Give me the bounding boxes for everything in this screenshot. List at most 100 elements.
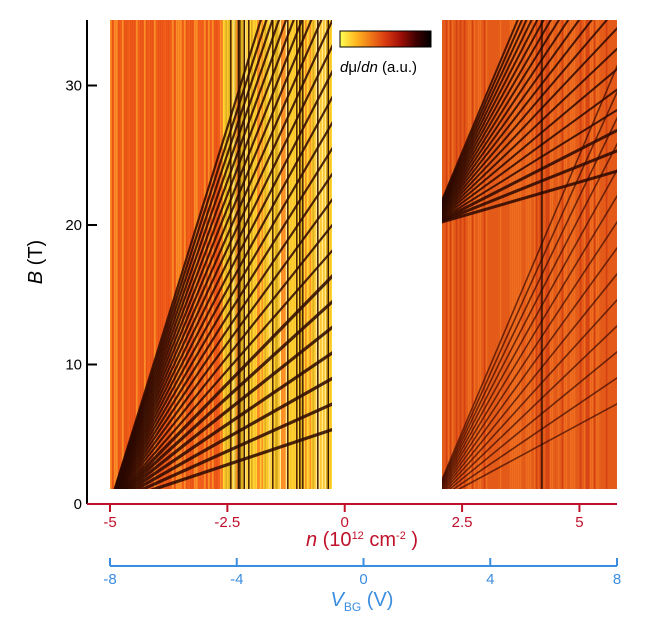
fan-line	[121, 249, 332, 489]
x-gate-tick-label: -8	[103, 571, 116, 588]
heatmap-stripe	[473, 20, 476, 489]
heatmap-stripe	[358, 20, 359, 490]
heatmap-stripe	[216, 20, 218, 489]
fan-line	[115, 20, 332, 489]
heatmap-stripe	[432, 20, 434, 490]
heatmap-stripe	[324, 20, 326, 489]
heatmap-stripe	[272, 20, 274, 489]
heatmap-stripe	[359, 20, 360, 490]
fan-line	[386, 124, 432, 225]
heatmap-stripe	[571, 20, 574, 489]
fan-line	[442, 20, 533, 206]
fan-line	[129, 351, 332, 489]
fan-line	[115, 20, 313, 489]
fan-line	[118, 172, 332, 489]
heatmap-stripe	[170, 20, 172, 489]
heatmap-stripe	[601, 20, 604, 489]
x-gate-tick-label: 0	[359, 571, 367, 588]
heatmap-stripe	[347, 20, 348, 490]
heatmap-stripe	[287, 20, 289, 489]
heatmap-hole-side	[110, 20, 374, 490]
heatmap-stripe	[144, 20, 146, 489]
fan-line	[452, 376, 617, 489]
fan-line	[442, 20, 593, 214]
fan-line	[386, 168, 432, 225]
fan-line	[386, 154, 432, 225]
fan-line	[442, 90, 617, 483]
heatmap-stripe	[373, 20, 374, 490]
heatmap-stripe	[361, 20, 362, 490]
heatmap-stripe	[261, 20, 263, 489]
y-axis-title: B (T)	[25, 240, 47, 284]
heatmap-stripe	[182, 20, 184, 489]
fan-line	[442, 20, 523, 204]
fan-line	[442, 47, 617, 217]
heatmap-stripe	[236, 20, 238, 489]
heatmap-stripe	[467, 20, 470, 489]
heatmap-stripe	[124, 20, 126, 489]
x-density-tick-label: 2.5	[452, 514, 473, 531]
heatmap-stripe	[284, 20, 286, 489]
heatmap-stripe	[517, 20, 520, 489]
fan-line	[442, 67, 617, 218]
heatmap-stripe	[168, 20, 170, 489]
heatmap-stripe	[597, 20, 600, 489]
heatmap-stripe	[260, 20, 262, 489]
heatmap-stripe	[293, 20, 295, 489]
heatmap-stripe	[267, 20, 269, 489]
x-axis-gate: -8 -4 0 4 8	[103, 558, 621, 588]
fan-line	[442, 128, 617, 222]
fan-line	[442, 20, 581, 213]
heatmap-stripe	[483, 20, 486, 489]
heatmap-stripe	[422, 20, 424, 490]
heatmap-stripe	[410, 20, 412, 490]
heatmap-stripe	[128, 20, 130, 489]
fan-line	[386, 183, 432, 225]
heatmap-stripe	[350, 20, 351, 490]
heatmap-stripe	[306, 20, 308, 489]
heatmap-stripe	[130, 20, 132, 489]
fan-line	[115, 20, 323, 489]
heatmap-stripe	[343, 20, 344, 490]
heatmap-stripe	[146, 20, 148, 489]
heatmap-stripe	[160, 20, 162, 489]
heatmap-stripe	[418, 20, 420, 490]
heatmap-stripe	[174, 20, 176, 489]
fan-line	[386, 95, 432, 225]
heatmap-stripe	[337, 20, 338, 490]
heatmap-stripe	[442, 20, 444, 489]
y-tick-label: 30	[65, 78, 82, 95]
heatmap-stripe	[501, 20, 504, 489]
heatmap-stripe	[148, 20, 150, 489]
heatmap-stripe	[248, 20, 250, 489]
heatmap-stripe	[519, 20, 522, 489]
heatmap-stripe	[579, 20, 582, 489]
heatmap-stripe	[202, 20, 204, 489]
heatmap-stripe	[453, 20, 456, 489]
heatmap-stripe	[449, 20, 452, 489]
heatmap-stripe	[434, 20, 436, 490]
heatmap-stripe	[499, 20, 502, 489]
heatmap-stripe	[112, 20, 114, 489]
heatmap-stripe	[463, 20, 466, 489]
heatmap-yellow-zone	[406, 20, 432, 225]
heatmap-stripe	[317, 20, 319, 489]
heatmap-stripe	[412, 20, 414, 490]
heatmap-stripe	[314, 20, 316, 489]
heatmap-stripe	[220, 20, 222, 489]
heatmap-stripe	[299, 20, 301, 489]
heatmap-stripe	[154, 20, 156, 489]
fan-line	[442, 20, 552, 210]
heatmap-stripe	[445, 20, 448, 489]
heatmap-stripe	[513, 20, 516, 489]
heatmap-stripe	[162, 20, 164, 489]
heatmap-stripe	[114, 20, 116, 489]
heatmap-stripe	[364, 20, 365, 490]
heatmap-stripe	[321, 20, 323, 489]
fan-line	[118, 146, 332, 489]
fan-line	[117, 121, 332, 489]
fan-line	[442, 220, 617, 489]
fan-line	[442, 20, 545, 208]
heatmap-stripe	[557, 20, 560, 489]
fan-line	[442, 20, 570, 212]
